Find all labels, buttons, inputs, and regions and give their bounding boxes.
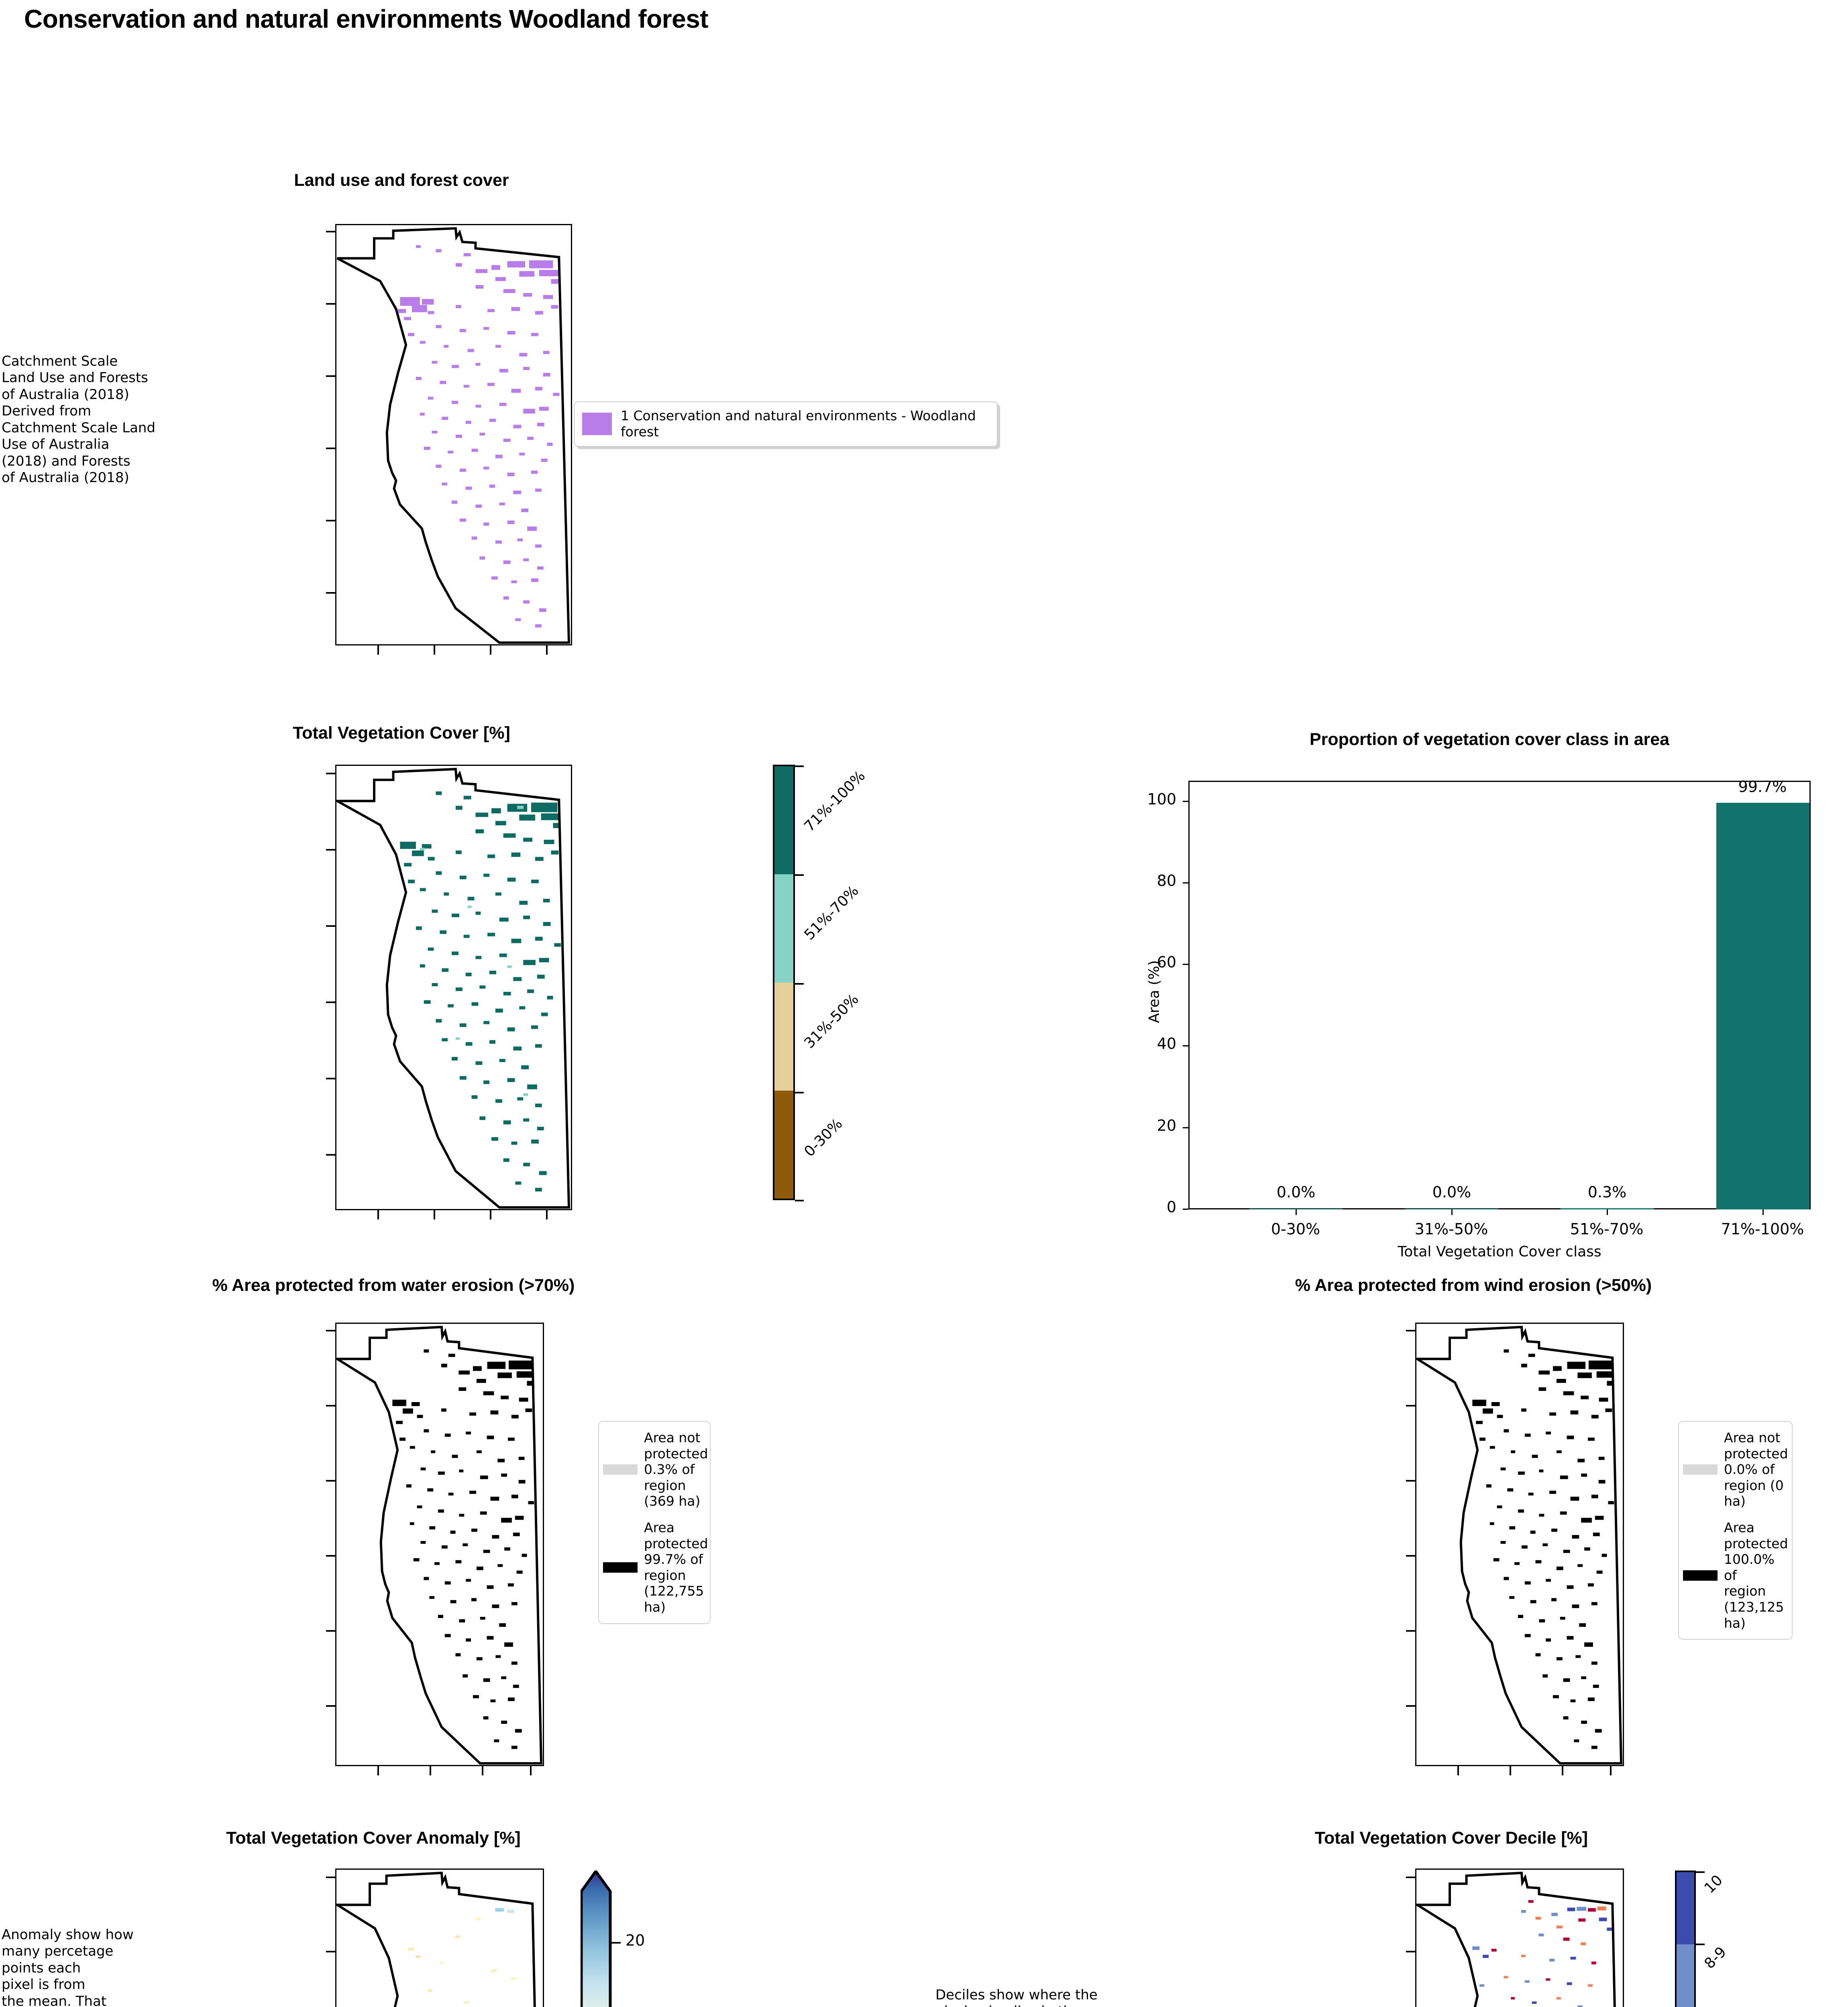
veg-cover-colorbar-label-0: 71%-100% — [801, 767, 869, 835]
water-erosion-legend-row-0: Area not protected 0.3% of region (369 h… — [603, 1430, 708, 1509]
wind-erosion-legend-row-1: Area protected 100.0% of region (123,125… — [1683, 1519, 1788, 1631]
chart-x-tick-label-2: 51%-70% — [1570, 1220, 1644, 1238]
chart-bar-value-3: 99.7% — [1738, 778, 1787, 796]
decile-colorbar-label-0: 10 — [1701, 1872, 1726, 1897]
veg-cover-colorbar-band-1 — [774, 874, 793, 983]
anomaly-map[interactable] — [335, 1869, 544, 2007]
anomaly-tick-label-0: 20 — [626, 1932, 645, 1949]
wind-area-protected-label: Area protected 100.0% of region (123,125… — [1724, 1519, 1788, 1631]
decile-map[interactable] — [1415, 1869, 1624, 2007]
veg-cover-panel-title: Total Vegetation Cover [%] — [293, 723, 510, 743]
decile-colorbar-label-1: 8-9 — [1701, 1944, 1730, 1972]
region-boundary — [336, 227, 570, 644]
water-erosion-legend[interactable]: Area not protected 0.3% of region (369 h… — [598, 1421, 711, 1624]
page-title: Conservation and natural environments Wo… — [24, 4, 709, 33]
wind-erosion-legend[interactable]: Area not protected 0.0% of region (0 ha)… — [1678, 1421, 1793, 1640]
anomaly-note: Anomaly show how many percetage points e… — [2, 1927, 134, 2007]
area-not-protected-swatch — [603, 1464, 638, 1475]
veg-cover-map[interactable] — [335, 765, 572, 1210]
land-use-legend[interactable]: 1 Conservation and natural environments … — [574, 401, 998, 447]
chart-x-axis-label: Total Vegetation Cover class — [1398, 1244, 1601, 1260]
decile-panel-title: Total Vegetation Cover Decile [%] — [1314, 1828, 1588, 1848]
land-use-source-note: Catchment Scale Land Use and Forests of … — [2, 353, 156, 486]
chart-bar-value-0: 0.0% — [1276, 1183, 1316, 1201]
water-erosion-panel-title: % Area protected from water erosion (>70… — [212, 1276, 575, 1295]
wind-area-protected-swatch — [1683, 1570, 1718, 1581]
chart-x-tick-label-1: 31%-50% — [1414, 1220, 1488, 1238]
chart-x-tick-label-3: 71%-100% — [1721, 1220, 1804, 1238]
veg-cover-colorbar-band-2 — [774, 982, 793, 1091]
decile-colorbar[interactable] — [1675, 1871, 1696, 2007]
wind-area-not-protected-swatch — [1683, 1464, 1718, 1475]
land-use-legend-swatch — [582, 413, 612, 436]
water-erosion-legend-row-1: Area protected 99.7% of region (122,755 … — [603, 1520, 708, 1615]
veg-cover-colorbar-label-3: 0-30% — [801, 1115, 846, 1160]
water-erosion-map[interactable] — [335, 1323, 544, 1766]
veg-cover-colorbar-label-2: 31%-50% — [801, 991, 862, 1052]
veg-cover-pixels — [337, 769, 569, 1208]
area-protected-label: Area protected 99.7% of region (122,755 … — [644, 1519, 708, 1615]
chart-bar-3[interactable] — [1716, 803, 1809, 1209]
wind-erosion-map[interactable] — [1415, 1323, 1624, 1766]
anomaly-colorbar[interactable] — [581, 1871, 613, 2007]
chart-bar-value-1: 0.0% — [1432, 1183, 1471, 1201]
land-use-pixels — [337, 228, 569, 643]
land-use-legend-label: 1 Conservation and natural environments … — [621, 408, 976, 440]
veg-cover-colorbar-label-1: 51%-70% — [801, 882, 862, 943]
veg-cover-colorbar-band-3 — [774, 1090, 793, 1199]
area-protected-swatch — [603, 1562, 638, 1573]
wind-area-not-protected-label: Area not protected 0.0% of region (0 ha) — [1724, 1430, 1788, 1509]
decile-colorbar-band-1 — [1677, 1944, 1694, 2007]
area-not-protected-label: Area not protected 0.3% of region (369 h… — [644, 1430, 708, 1509]
veg-cover-colorbar[interactable] — [773, 765, 795, 1200]
chart-bar-2[interactable] — [1561, 1208, 1654, 1209]
decile-colorbar-band-0 — [1677, 1872, 1694, 1945]
veg-cover-colorbar-band-0 — [774, 766, 793, 875]
land-use-panel-title: Land use and forest cover — [294, 171, 509, 190]
wind-erosion-legend-row-0: Area not protected 0.0% of region (0 ha) — [1683, 1430, 1788, 1509]
decile-note: Deciles show where the pixel value lies … — [935, 1987, 1098, 2007]
anomaly-panel-title: Total Vegetation Cover Anomaly [%] — [226, 1828, 521, 1848]
chart-bar-value-2: 0.3% — [1587, 1183, 1627, 1201]
land-use-map[interactable] — [335, 224, 572, 645]
chart-title: Proportion of vegetation cover class in … — [1309, 730, 1670, 749]
wind-erosion-panel-title: % Area protected from wind erosion (>50%… — [1295, 1276, 1652, 1295]
chart-plot-area — [1188, 781, 1811, 1209]
chart-x-tick-label-0: 0-30% — [1271, 1220, 1320, 1238]
